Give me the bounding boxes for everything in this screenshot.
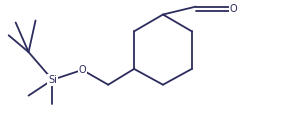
Text: O: O — [230, 4, 237, 14]
Text: O: O — [79, 65, 86, 75]
Text: Si: Si — [48, 75, 57, 85]
